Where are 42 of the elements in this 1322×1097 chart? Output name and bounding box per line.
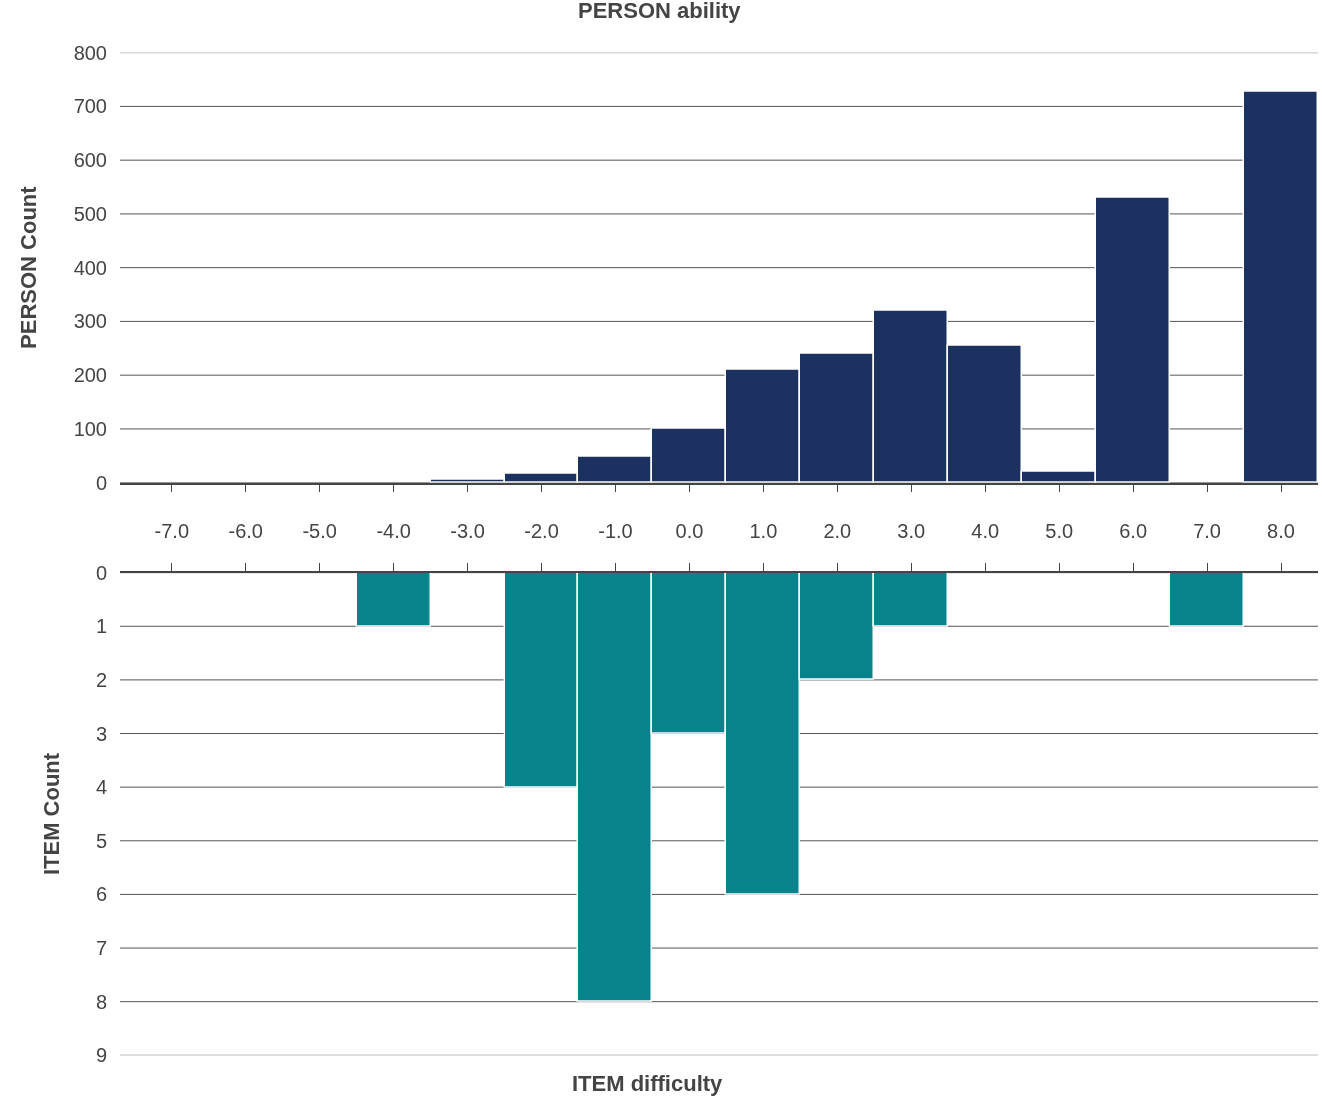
x-tick-label: 2.0 (823, 520, 852, 543)
y-tick-label: 800 (73, 41, 107, 64)
y-tick-label: 2 (95, 668, 107, 691)
x-tick-label: 1.0 (749, 520, 778, 543)
y-tick-label: 100 (73, 417, 107, 440)
x-tick-label: 8.0 (1267, 520, 1295, 543)
x-tick-label: -2.0 (524, 520, 559, 543)
bar (355, 572, 431, 627)
x-tick-label: 3.0 (897, 520, 926, 543)
bar (1242, 90, 1318, 483)
y-tick-label: 500 (73, 202, 107, 225)
bar (1168, 572, 1244, 627)
y-axis-title: ITEM Count (38, 752, 64, 876)
y-tick-label: 5 (95, 829, 107, 852)
x-tick-label: -6.0 (228, 520, 263, 543)
y-tick-label: 6 (95, 883, 107, 906)
x-tick-label: -3.0 (450, 520, 485, 543)
y-tick-label: 8 (95, 990, 107, 1013)
y-tick-label: 700 (73, 95, 107, 118)
y-tick-label: 200 (73, 364, 107, 387)
y-tick-label: 9 (95, 1044, 107, 1067)
y-tick-label: 7 (95, 937, 107, 960)
y-tick-label: 3 (95, 722, 107, 745)
x-tick-label: -7.0 (154, 520, 189, 543)
y-tick-label: 400 (73, 256, 107, 279)
x-axis-title: ITEM difficulty (572, 1071, 724, 1096)
y-tick-label: 300 (73, 310, 107, 333)
chart-title: PERSON ability (578, 0, 742, 23)
x-tick-label: 4.0 (971, 520, 1000, 543)
x-tick-label: 0.0 (675, 520, 704, 543)
y-tick-label: 0 (95, 471, 107, 494)
y-tick-label: 1 (95, 615, 107, 638)
y-tick-label: 600 (73, 149, 107, 172)
x-tick-label: 7.0 (1193, 520, 1221, 543)
x-tick-label: -5.0 (302, 520, 337, 543)
y-axis-title: PERSON Count (16, 185, 42, 349)
y-tick-label: 4 (95, 776, 107, 799)
y-tick-label: 0 (95, 561, 107, 584)
x-tick-label: 6.0 (1119, 520, 1148, 543)
x-tick-label: 5.0 (1045, 520, 1074, 543)
x-tick-label: -4.0 (376, 520, 411, 543)
x-tick-label: -1.0 (598, 520, 633, 543)
